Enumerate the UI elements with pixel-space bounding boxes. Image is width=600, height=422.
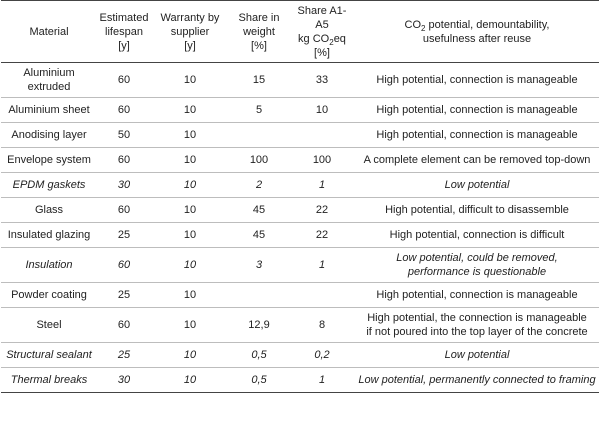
table-row: Aluminium sheet 60 10 5 10 High potentia… — [1, 97, 599, 123]
potential-cell: High potential, connection is difficult — [355, 222, 599, 248]
warranty-cell: 10 — [151, 97, 229, 123]
material-cell: EPDM gaskets — [1, 172, 97, 198]
table-row: Steel 60 10 12,9 8 High potential, the c… — [1, 307, 599, 343]
weight-cell: 3 — [229, 247, 289, 283]
warranty-cell: 10 — [151, 147, 229, 173]
header-warranty: Warranty by supplier [y] — [151, 0, 229, 63]
lifespan-cell: 50 — [97, 122, 151, 148]
warranty-cell: 10 — [151, 247, 229, 283]
weight-cell: 45 — [229, 222, 289, 248]
share-cell: 22 — [289, 197, 355, 223]
weight-cell: 12,9 — [229, 307, 289, 343]
table-row: Structural sealant 25 10 0,5 0,2 Low pot… — [1, 342, 599, 368]
header-share: Share A1-A5 kg CO2eq [%] — [289, 0, 355, 63]
warranty-cell: 10 — [151, 282, 229, 308]
potential-cell: High potential, connection is manageable — [355, 62, 599, 98]
share-cell: 0,2 — [289, 342, 355, 368]
lifespan-cell: 60 — [97, 307, 151, 343]
header-lifespan: Estimated lifespan [y] — [97, 0, 151, 63]
share-cell: 8 — [289, 307, 355, 343]
lifespan-cell: 60 — [97, 197, 151, 223]
table-row: Glass 60 10 45 22 High potential, diffic… — [1, 197, 599, 223]
table-row: Envelope system 60 10 100 100 A complete… — [1, 147, 599, 173]
lifespan-cell: 25 — [97, 282, 151, 308]
potential-cell: High potential, connection is manageable — [355, 122, 599, 148]
lifespan-cell: 30 — [97, 367, 151, 393]
share-cell: 1 — [289, 247, 355, 283]
table-row: EPDM gaskets 30 10 2 1 Low potential — [1, 172, 599, 198]
material-cell: Thermal breaks — [1, 367, 97, 393]
potential-cell: Low potential, permanently connected to … — [355, 367, 599, 393]
materials-table: Material Estimated lifespan [y] Warranty… — [1, 0, 599, 393]
table-row: Insulated glazing 25 10 45 22 High poten… — [1, 222, 599, 248]
share-cell: 22 — [289, 222, 355, 248]
table-row: Thermal breaks 30 10 0,5 1 Low potential… — [1, 367, 599, 393]
share-cell — [289, 122, 355, 148]
potential-cell: A complete element can be removed top-do… — [355, 147, 599, 173]
potential-cell: High potential, connection is manageable — [355, 282, 599, 308]
material-cell: Steel — [1, 307, 97, 343]
weight-cell — [229, 282, 289, 308]
share-cell: 100 — [289, 147, 355, 173]
weight-cell: 100 — [229, 147, 289, 173]
table-row: Powder coating 25 10 High potential, con… — [1, 282, 599, 308]
lifespan-cell: 25 — [97, 222, 151, 248]
material-cell: Insulated glazing — [1, 222, 97, 248]
header-potential: CO2 potential, demountability, usefulnes… — [355, 0, 599, 63]
header-row: Material Estimated lifespan [y] Warranty… — [1, 0, 599, 63]
lifespan-cell: 60 — [97, 97, 151, 123]
weight-cell: 0,5 — [229, 367, 289, 393]
share-cell — [289, 282, 355, 308]
warranty-cell: 10 — [151, 197, 229, 223]
material-cell: Aluminium sheet — [1, 97, 97, 123]
header-weight: Share in weight [%] — [229, 0, 289, 63]
warranty-cell: 10 — [151, 122, 229, 148]
material-cell: Aluminium extruded — [1, 62, 97, 98]
material-cell: Powder coating — [1, 282, 97, 308]
warranty-cell: 10 — [151, 172, 229, 198]
lifespan-cell: 60 — [97, 147, 151, 173]
potential-cell: High potential, connection is manageable — [355, 97, 599, 123]
weight-cell: 2 — [229, 172, 289, 198]
material-cell: Insulation — [1, 247, 97, 283]
weight-cell: 5 — [229, 97, 289, 123]
warranty-cell: 10 — [151, 342, 229, 368]
potential-cell: High potential, the connection is manage… — [355, 307, 599, 343]
warranty-cell: 10 — [151, 62, 229, 98]
table-row: Aluminium extruded 60 10 15 33 High poten… — [1, 62, 599, 98]
warranty-cell: 10 — [151, 222, 229, 248]
material-cell: Anodising layer — [1, 122, 97, 148]
weight-cell: 15 — [229, 62, 289, 98]
lifespan-cell: 60 — [97, 62, 151, 98]
share-cell: 1 — [289, 172, 355, 198]
table-row: Anodising layer 50 10 High potential, co… — [1, 122, 599, 148]
potential-cell: Low potential — [355, 342, 599, 368]
header-material: Material — [1, 0, 97, 63]
share-cell: 33 — [289, 62, 355, 98]
table-row: Insulation 60 10 3 1 Low potential, coul… — [1, 247, 599, 283]
weight-cell — [229, 122, 289, 148]
potential-cell: High potential, difficult to disassemble — [355, 197, 599, 223]
potential-cell: Low potential, could be removed, performa… — [355, 247, 599, 283]
material-cell: Envelope system — [1, 147, 97, 173]
share-cell: 10 — [289, 97, 355, 123]
lifespan-cell: 25 — [97, 342, 151, 368]
lifespan-cell: 30 — [97, 172, 151, 198]
material-cell: Glass — [1, 197, 97, 223]
weight-cell: 0,5 — [229, 342, 289, 368]
material-cell: Structural sealant — [1, 342, 97, 368]
warranty-cell: 10 — [151, 307, 229, 343]
share-cell: 1 — [289, 367, 355, 393]
warranty-cell: 10 — [151, 367, 229, 393]
lifespan-cell: 60 — [97, 247, 151, 283]
weight-cell: 45 — [229, 197, 289, 223]
potential-cell: Low potential — [355, 172, 599, 198]
